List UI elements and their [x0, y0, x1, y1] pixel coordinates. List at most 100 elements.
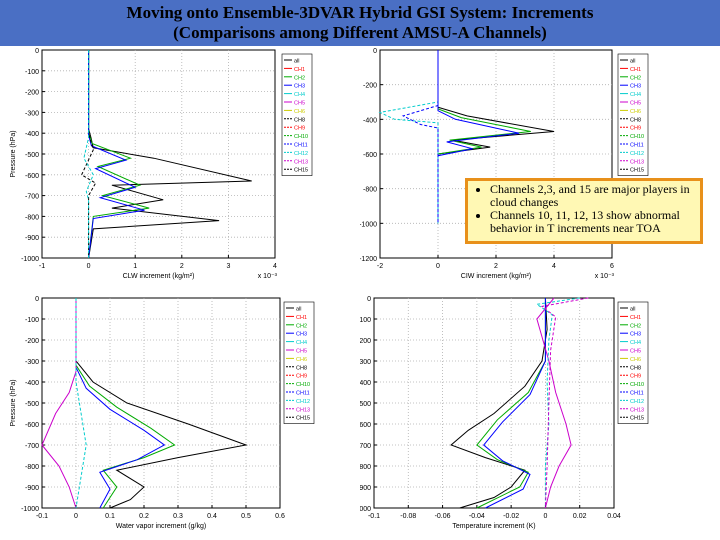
y-tick-label: -200	[25, 90, 39, 97]
legend-label: CH2	[294, 75, 305, 81]
legend-label: CH8	[296, 365, 307, 371]
page-title-line1: Moving onto Ensemble-3DVAR Hybrid GSI Sy…	[126, 3, 594, 22]
x-axis-label: CIW increment (kg/m²)	[461, 273, 531, 280]
y-tick-label: -400	[360, 380, 371, 387]
legend-label: CH9	[294, 126, 305, 132]
y-tick-label: -800	[25, 214, 39, 221]
y-tick-label: -1000	[360, 221, 377, 228]
x-tick-label: 0.02	[573, 513, 587, 520]
legend-label: CH9	[630, 374, 641, 380]
series-line-ch2	[476, 298, 546, 509]
chart-water-vapor-increment: 0 -100 -200 -300 -400 -500 -600 -700 -800 -900 -10…	[10, 296, 315, 530]
legend-label: CH6	[296, 357, 307, 363]
x-tick-label: 0.2	[139, 513, 149, 520]
plot-area	[41, 297, 281, 509]
y-tick-label: 0	[35, 296, 39, 303]
legend-label: CH13	[630, 159, 644, 165]
x-tick-label: 0	[74, 513, 78, 520]
series-line-ch12	[75, 298, 87, 509]
legend-label: CH13	[296, 407, 310, 413]
x-tick-label: 1	[133, 263, 137, 270]
legend: all CH1 CH2 CH3 CH4 CH5 CH6 CH8 CH9 CH10 CH11 CH12 C…	[283, 301, 315, 424]
x-tick-label: -0.02	[503, 513, 519, 520]
y-tick-label: 0	[373, 48, 377, 55]
legend-label: CH13	[294, 159, 308, 165]
chart-clw-increment: 0-100-200-300-400-500-600-700-800-900-10…	[10, 48, 313, 280]
legend-label: all	[294, 59, 300, 65]
title-banner: Moving onto Ensemble-3DVAR Hybrid GSI Sy…	[0, 0, 720, 46]
y-tick-label: -900	[25, 235, 39, 242]
x-tick-label: 0	[436, 263, 440, 270]
x-tick-label: -0.06	[435, 513, 451, 520]
y-tick-label: -700	[25, 194, 39, 201]
legend-label: CH12	[294, 151, 308, 157]
x-tick-label: -0.1	[36, 513, 48, 520]
y-tick-label: -1000	[21, 506, 39, 513]
legend-label: CH12	[630, 151, 644, 157]
legend-label: CH4	[630, 92, 641, 98]
legend-label: CH4	[630, 340, 641, 346]
y-tick-label: -1000	[21, 256, 39, 263]
y-tick-label: -600	[25, 422, 39, 429]
x-tick-label: -0.08	[400, 513, 416, 520]
legend-label: CH9	[630, 126, 641, 132]
y-tick-label: -200	[360, 338, 371, 345]
y-tick-label: -600	[25, 173, 39, 180]
y-axis-label: Pressure (hPa)	[10, 379, 17, 426]
series-line-ch11	[401, 50, 439, 224]
series-line-ch2	[75, 298, 176, 509]
x-tick-label: 0.3	[173, 513, 183, 520]
x-tick-label: -2	[377, 263, 383, 270]
y-tick-label: -600	[360, 422, 371, 429]
legend-label: CH1	[296, 315, 307, 321]
y-tick-label: 0	[367, 296, 371, 303]
x-tick-label: -0.04	[469, 513, 485, 520]
x-tick-label: 0.5	[241, 513, 251, 520]
x-tick-label: 6	[610, 263, 614, 270]
y-tick-label: -900	[360, 485, 371, 492]
y-tick-label: -800	[25, 464, 39, 471]
legend-label: CH13	[630, 407, 644, 413]
legend-label: CH6	[630, 109, 641, 115]
y-tick-label: -600	[363, 152, 377, 159]
y-tick-label: -200	[25, 338, 39, 345]
callout-box: Channels 2,3, and 15 are major players i…	[465, 178, 703, 244]
legend-label: CH5	[294, 101, 305, 107]
legend: all CH1 CH2 CH3 CH4 CH5 CH6 CH8 CH9 CH10 CH11 CH12 C…	[617, 301, 649, 424]
legend-box	[283, 301, 315, 424]
legend-label: CH10	[630, 382, 644, 388]
series-line-ch3	[75, 298, 166, 509]
legend-label: CH11	[630, 391, 644, 397]
x-axis-multiplier: x 10⁻³	[258, 273, 278, 280]
legend: all CH1 CH2 CH3 CH4 CH5 CH6 CH8 CH9 CH10 CH11 CH12 C…	[617, 53, 649, 176]
x-axis-label: CLW increment (kg/m²)	[123, 273, 195, 280]
legend-label: CH11	[294, 143, 308, 149]
chart-ciw-increment: 0 -200 -400 -600 -800 -1000 -1200-2 0 2 4 6 CIW inc…	[360, 48, 649, 280]
y-tick-label: -100	[360, 317, 371, 324]
legend-box	[617, 301, 649, 424]
legend-label: CH11	[630, 143, 644, 149]
page-title-line2: (Comparisons among Different AMSU-A Chan…	[173, 23, 547, 42]
y-tick-label: -800	[360, 464, 371, 471]
y-tick-label: -500	[360, 401, 371, 408]
y-tick-label: -100	[25, 317, 39, 324]
x-tick-label: -0.1	[368, 513, 380, 520]
legend-label: CH9	[296, 374, 307, 380]
legend-label: CH6	[630, 357, 641, 363]
x-tick-label: 0	[87, 263, 91, 270]
series-line-ch3	[437, 50, 520, 224]
x-tick-label: 2	[494, 263, 498, 270]
legend-label: CH3	[294, 84, 305, 90]
y-tick-label: -800	[363, 187, 377, 194]
x-tick-label: -1	[39, 263, 45, 270]
legend-label: CH15	[296, 416, 310, 422]
y-tick-label: -900	[25, 485, 39, 492]
legend: all CH1 CH2 CH3 CH4 CH5 CH6 CH8 CH9 CH10 CH11 CH12 C…	[281, 53, 313, 176]
legend-label: all	[630, 59, 636, 65]
y-tick-label: -1200	[360, 256, 377, 263]
legend-label: CH5	[630, 101, 641, 107]
x-tick-label: 0.1	[105, 513, 115, 520]
series-line-ch5	[41, 298, 77, 509]
legend-label: CH2	[296, 323, 307, 329]
legend-label: CH3	[630, 332, 641, 338]
